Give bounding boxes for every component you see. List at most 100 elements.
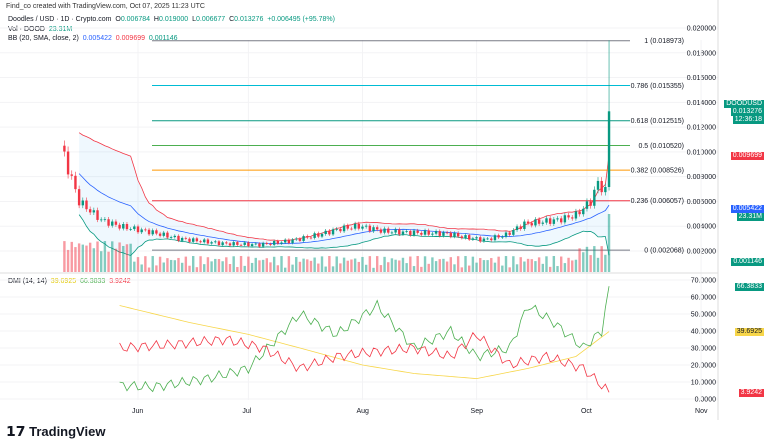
volume-bar [593, 246, 596, 272]
candle-body [434, 231, 438, 234]
candle-body [545, 218, 548, 223]
volume-bar [508, 267, 511, 272]
volume-bar [158, 256, 162, 272]
volume-bar [265, 258, 268, 272]
candle-body [217, 241, 221, 246]
volume-bar [70, 241, 73, 272]
volume-bar [103, 241, 107, 272]
tradingview-logo: 𝟭𝟳 TradingView [6, 423, 106, 439]
candle-body [361, 226, 364, 229]
volume-bar [339, 263, 342, 272]
volume-bar [431, 257, 434, 272]
candle-body [166, 232, 169, 238]
candle-body [250, 244, 254, 247]
symbol-legend: Doodles / USD · 1D · Crypto.com O0.00678… [8, 16, 335, 23]
volume-bar [460, 267, 464, 272]
candle-body [574, 211, 578, 219]
volume-bar [482, 260, 486, 272]
time-axis-label: Nov [695, 408, 708, 415]
volume-tag: 23.31M [736, 213, 764, 221]
candle-body [96, 210, 99, 220]
candle-body [431, 233, 434, 235]
candle-body [350, 228, 353, 230]
volume-bar [526, 258, 530, 272]
volume-bar [258, 260, 261, 272]
candle-body [493, 235, 497, 241]
volume-bar [515, 264, 519, 272]
volume-bar [199, 256, 202, 272]
candle-body [136, 226, 140, 233]
candle-body [376, 227, 379, 230]
volume-bar [442, 258, 445, 272]
candle-body [357, 223, 360, 229]
candle-body [155, 230, 158, 234]
candle-body [320, 234, 324, 237]
candle-body [346, 225, 349, 229]
dmi-axis-label: 10.0000 [691, 380, 716, 387]
volume-bar [324, 266, 327, 272]
candle-body [239, 244, 243, 246]
volume-bar [449, 257, 452, 272]
volume-bar [501, 265, 504, 272]
volume-bar [77, 243, 81, 272]
time-axis-label: Aug [356, 408, 369, 415]
candle-body [66, 151, 70, 175]
candle-body [390, 232, 394, 234]
candle-body [63, 145, 66, 152]
volume-bar [416, 256, 419, 272]
volume-bar [523, 261, 526, 272]
fib-level-label: 0.786 (0.015355) [631, 83, 684, 90]
candle-body [387, 228, 390, 233]
candle-body [596, 180, 600, 190]
candle-body [173, 235, 176, 238]
candle-body [504, 232, 508, 237]
candle-body [158, 233, 162, 236]
volume-bar [66, 249, 70, 272]
candle-body [324, 230, 327, 235]
candle-body [151, 230, 154, 235]
volume-bar [74, 247, 77, 272]
time-axis-label: Sep [471, 408, 484, 415]
volume-bar [596, 257, 600, 272]
candle-body [497, 235, 500, 238]
candle-body [199, 241, 202, 243]
volume-bar [92, 248, 96, 272]
volume-bar [100, 251, 103, 272]
candle-body [247, 242, 250, 247]
adx-line [119, 305, 610, 380]
candle-body [133, 226, 136, 230]
candle-body [195, 238, 199, 242]
candle-body [188, 238, 191, 242]
candle-body [144, 229, 147, 231]
volume-bar [453, 264, 456, 272]
candle-body [269, 243, 272, 245]
candle-body [416, 230, 419, 233]
volume-bar [497, 256, 500, 272]
candle-body [291, 239, 294, 244]
volume-bar [490, 258, 493, 272]
volume-bar [214, 258, 217, 272]
volume-bar [548, 266, 552, 272]
candle-body [243, 242, 246, 245]
fib-level-label: 0 (0.002068) [644, 248, 684, 255]
volume-bar [114, 248, 118, 272]
candle-body [460, 236, 464, 239]
candle-body [405, 231, 408, 232]
volume-bar [364, 264, 368, 272]
volume-bar [254, 257, 257, 272]
bb-band-fill [79, 132, 610, 256]
candle-body [313, 233, 316, 238]
volume-bar [63, 241, 66, 272]
fib-level-label: 0.5 (0.010520) [638, 143, 684, 150]
symbol-tag: DOODUSD [724, 100, 764, 108]
volume-bar [217, 259, 221, 272]
candle-body [265, 242, 268, 244]
bb-legend: BB (20, SMA, close, 2) 0.005422 0.009699… [8, 35, 178, 42]
volume-bar [221, 261, 224, 272]
dmi-axis-label: 30.0000 [691, 346, 716, 353]
volume-bar [291, 264, 294, 272]
candle-body [372, 227, 375, 232]
candle-body [284, 239, 287, 243]
candle-body [302, 236, 305, 241]
